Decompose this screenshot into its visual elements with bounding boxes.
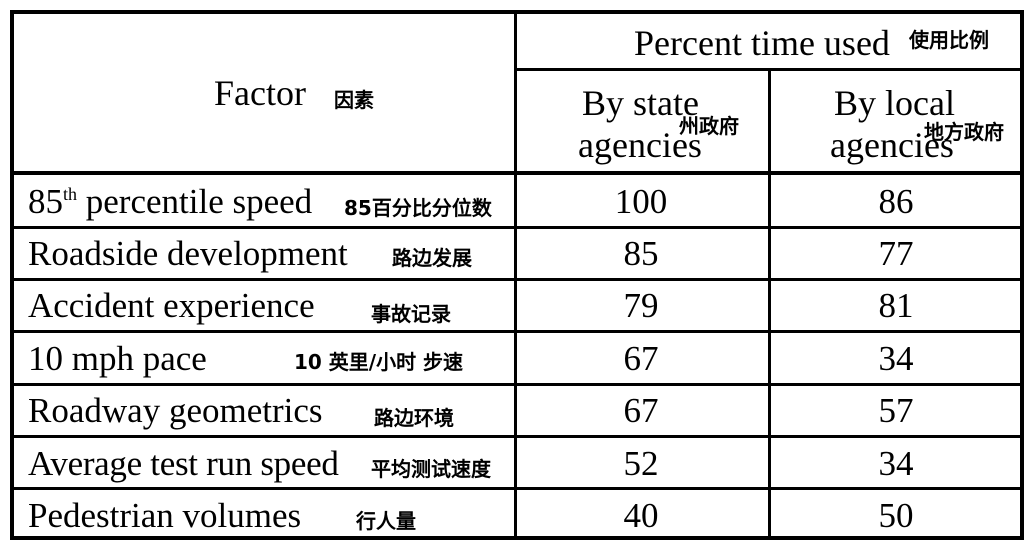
state-header: By state agencies	[578, 82, 702, 166]
row-2-cn: 路边发展	[392, 246, 472, 270]
local-header-cn: 地方政府	[924, 120, 1004, 144]
row-3-local: 81	[878, 286, 914, 325]
row-divider-3	[14, 330, 1024, 333]
row-1-cn: 85百分比分位数	[344, 196, 492, 220]
header-subdivider	[514, 68, 1024, 71]
row-6-local: 34	[878, 444, 914, 483]
row-1-local: 86	[878, 182, 914, 221]
factor-usage-table: Factor 因素 Percent time used 使用比例 By stat…	[10, 10, 1024, 540]
row-6-cn: 平均测试速度	[371, 457, 491, 481]
row-7-factor: Pedestrian volumes	[28, 496, 302, 535]
factor-header-label: Factor	[214, 73, 306, 113]
row-4-cn: 10 英里/小时 步速	[294, 350, 464, 374]
column-divider-2-body	[768, 174, 771, 536]
row-6-factor: Average test run speed	[28, 444, 339, 483]
local-header-line2: agencies	[830, 125, 954, 165]
row-7-cn: 行人量	[356, 509, 416, 533]
factor-header: Factor	[214, 72, 306, 114]
percent-header: Percent time used	[634, 22, 890, 64]
local-header-line1: By local	[834, 83, 955, 123]
column-divider-2	[768, 70, 771, 174]
row-divider-1	[14, 226, 1024, 229]
state-header-line1: By state	[582, 83, 699, 123]
row-divider-6	[14, 487, 1024, 490]
row-5-cn: 路边环境	[374, 406, 454, 430]
row-6-state: 52	[623, 444, 659, 483]
row-1-factor: 85th percentile speed	[28, 182, 312, 222]
row-4-state: 67	[623, 339, 659, 378]
row-7-local: 50	[878, 496, 914, 535]
column-divider-1	[514, 14, 517, 536]
state-header-cn: 州政府	[679, 114, 739, 138]
row-5-factor: Roadway geometrics	[28, 391, 323, 430]
row-1-factor-text: percentile speed	[77, 182, 313, 221]
row-5-local: 57	[878, 391, 914, 430]
row-divider-4	[14, 383, 1024, 386]
row-1-factor-number: 85	[28, 182, 63, 221]
row-4-factor: 10 mph pace	[28, 339, 207, 378]
row-1-factor-superscript: th	[63, 184, 78, 204]
row-2-factor: Roadside development	[28, 234, 348, 273]
state-header-line2: agencies	[578, 125, 702, 165]
row-1-state: 100	[614, 182, 668, 221]
row-divider-5	[14, 435, 1024, 438]
row-divider-2	[14, 278, 1024, 281]
row-5-state: 67	[623, 391, 659, 430]
row-4-local: 34	[878, 339, 914, 378]
row-7-state: 40	[623, 496, 659, 535]
row-3-state: 79	[623, 286, 659, 325]
header-bottom-border	[14, 171, 1024, 175]
local-header: By local agencies	[830, 82, 955, 166]
row-3-factor: Accident experience	[28, 286, 315, 325]
factor-header-cn: 因素	[334, 88, 374, 112]
row-2-local: 77	[878, 234, 914, 273]
percent-header-cn: 使用比例	[909, 28, 989, 52]
row-2-state: 85	[623, 234, 659, 273]
percent-header-label: Percent time used	[634, 23, 890, 63]
row-3-cn: 事故记录	[371, 302, 451, 326]
